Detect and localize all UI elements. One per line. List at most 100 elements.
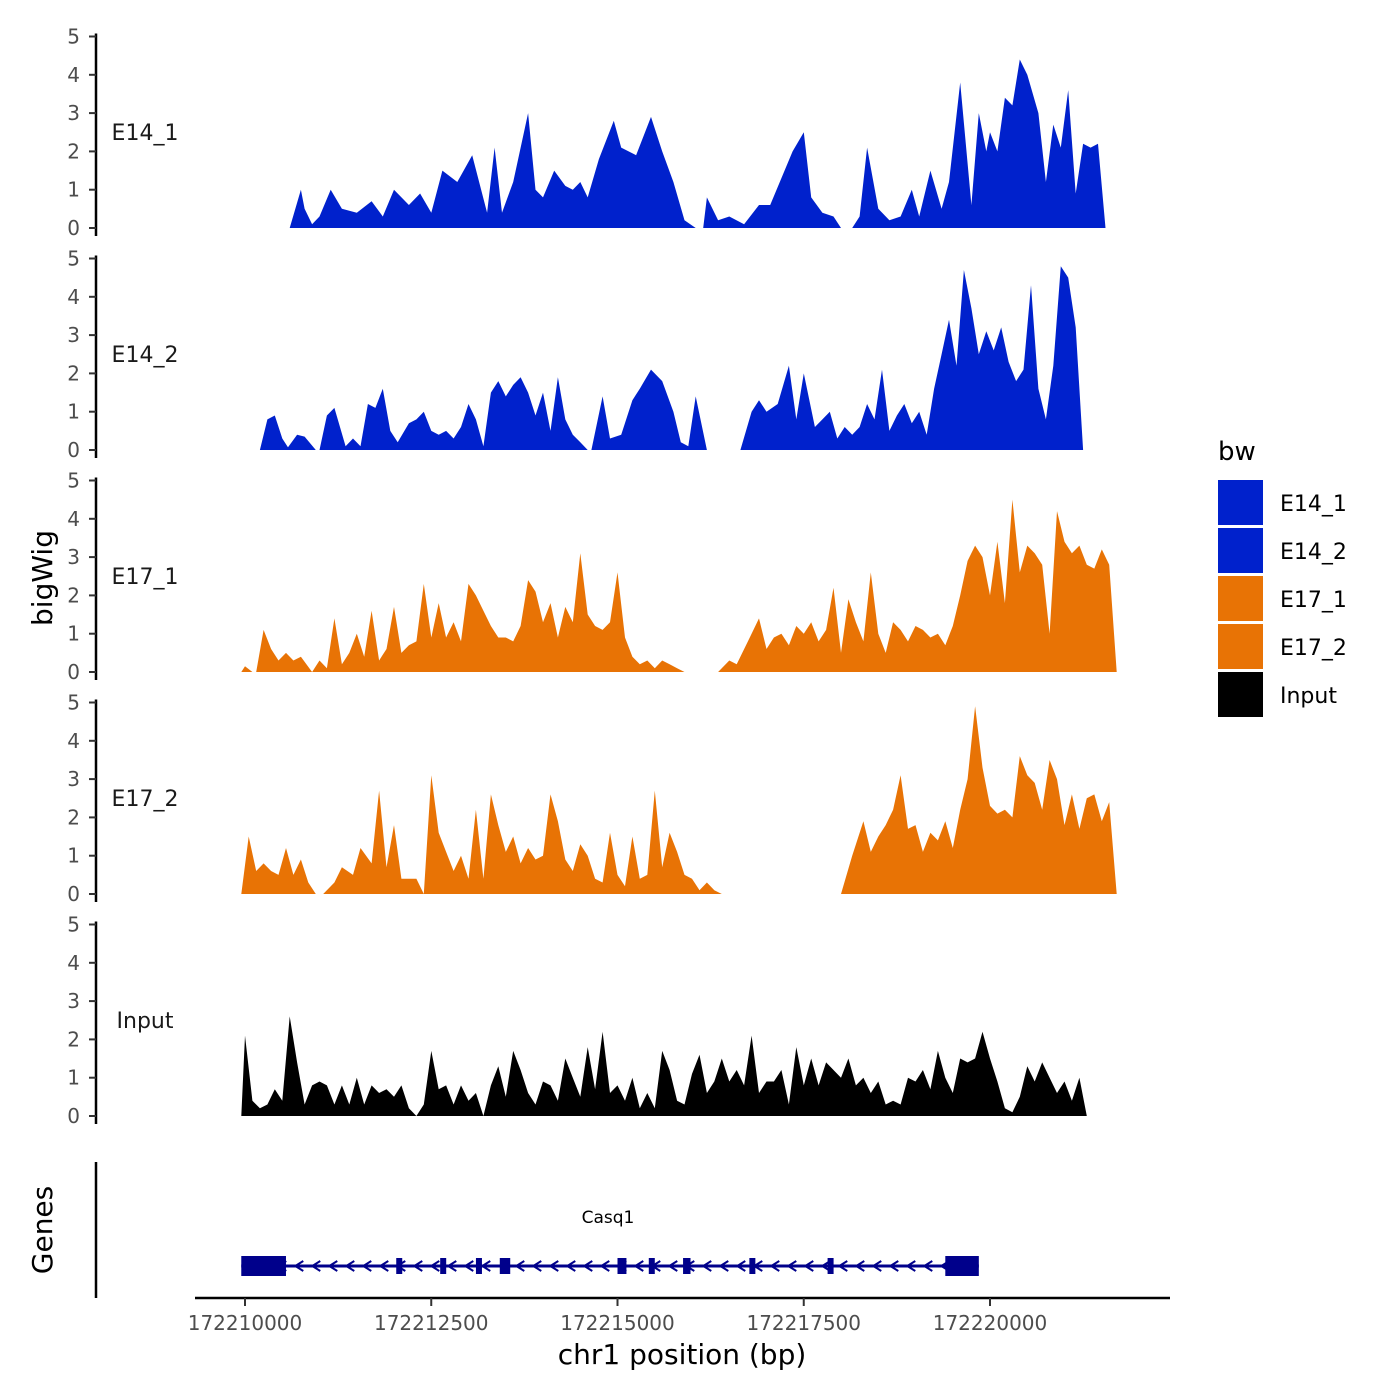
track-e14-1: 0 1 2 3 4 5 E14_1 — [67, 25, 1106, 240]
strand-arrow — [344, 1260, 355, 1272]
legend-items: E14_1 E14_2 E17_1 E17_2 Input — [1218, 480, 1347, 717]
track-e14-2: 0 1 2 3 4 5 E14_2 — [67, 247, 1084, 462]
y-tick-label: 5 — [67, 691, 80, 715]
strand-arrow — [735, 1260, 746, 1272]
y-axis-title: bigWig — [26, 530, 59, 626]
legend-label: E14_1 — [1280, 492, 1347, 517]
coverage-area-segment — [841, 706, 1117, 894]
strand-arrow — [786, 1260, 797, 1272]
coverage-area-segment — [241, 836, 320, 894]
legend-swatch — [1218, 624, 1263, 669]
genes-axis-title: Genes — [26, 1186, 59, 1274]
y-tick-label: 2 — [67, 139, 80, 163]
coverage-area-segment — [852, 59, 1106, 228]
strand-arrow — [803, 1260, 814, 1272]
strand-arrow — [667, 1260, 678, 1272]
gene-exon — [683, 1258, 691, 1274]
gene-exon — [499, 1258, 511, 1274]
track-input: 0 1 2 3 4 5 Input — [67, 913, 1087, 1128]
track-e17-1: 0 1 2 3 4 5 E17_1 — [67, 469, 1117, 684]
coverage-area-segment — [241, 1016, 1087, 1116]
x-tick-label: 172212500 — [374, 1311, 489, 1335]
gene-exon — [396, 1258, 403, 1274]
coverage-area-segment — [259, 415, 290, 450]
y-tick-label: 0 — [67, 216, 80, 240]
strand-arrow — [480, 1260, 491, 1272]
legend: bw E14_1 E14_2 E17_1 E17_2 Input — [1218, 437, 1347, 717]
coverage-area-segment — [319, 377, 588, 450]
coverage-area-segment — [703, 132, 841, 228]
coverage-area-segment — [241, 666, 253, 672]
strand-arrow — [293, 1260, 304, 1272]
legend-label: Input — [1280, 684, 1337, 709]
strand-arrow — [446, 1260, 457, 1272]
strand-arrow — [871, 1260, 882, 1272]
y-tick-label: 5 — [67, 469, 80, 493]
strand-arrow — [922, 1260, 933, 1272]
gene-label: Casq1 — [582, 1208, 635, 1228]
gene-model — [241, 1256, 979, 1276]
coverage-area-segment — [256, 553, 692, 672]
y-tick-label: 4 — [67, 507, 80, 531]
strand-arrow — [514, 1260, 525, 1272]
y-tick-label: 5 — [67, 247, 80, 271]
y-tick-label: 4 — [67, 285, 80, 309]
y-tick-label: 1 — [67, 400, 80, 424]
y-tick-label: 0 — [67, 438, 80, 462]
legend-swatch — [1218, 576, 1263, 621]
coverage-area-segment — [323, 775, 730, 894]
y-tick-label: 2 — [67, 583, 80, 607]
strand-arrow — [463, 1260, 474, 1272]
coverage-area-segment — [289, 113, 696, 228]
strand-arrow — [361, 1260, 372, 1272]
y-tick-label: 3 — [67, 323, 80, 347]
strand-arrow — [327, 1260, 338, 1272]
y-tick-label: 1 — [67, 178, 80, 202]
coverage-area-segment — [740, 266, 1084, 450]
y-tick-label: 4 — [67, 63, 80, 87]
strand-arrow — [837, 1260, 848, 1272]
gene-exon — [648, 1258, 655, 1274]
y-tick-label: 1 — [67, 1066, 80, 1090]
y-tick-label: 0 — [67, 1104, 80, 1128]
x-tick-label: 172215000 — [560, 1311, 675, 1335]
y-tick-label: 4 — [67, 951, 80, 975]
strand-arrow — [378, 1260, 389, 1272]
strand-arrow — [531, 1260, 542, 1272]
y-tick-label: 1 — [67, 844, 80, 868]
strand-arrow — [429, 1260, 440, 1272]
track-label: E17_2 — [112, 787, 179, 812]
strand-arrow — [888, 1260, 899, 1272]
y-tick-label: 3 — [67, 989, 80, 1013]
x-tick-label: 172217500 — [746, 1311, 861, 1335]
track-panels: 0 1 2 3 4 5 E14_1 0 1 2 3 4 5 E14_2 0 1 2 3 4 5 E17_1 0 1 2 3 4 5 E… — [67, 25, 1117, 1128]
x-tick-label: 172220000 — [933, 1311, 1048, 1335]
track-e17-2: 0 1 2 3 4 5 E17_2 — [67, 691, 1117, 906]
y-tick-label: 2 — [67, 805, 80, 829]
legend-swatch — [1218, 672, 1263, 717]
legend-swatch — [1218, 528, 1263, 573]
gene-exon — [440, 1258, 447, 1274]
gene-exon — [827, 1258, 834, 1274]
y-tick-label: 0 — [67, 660, 80, 684]
y-tick-label: 2 — [67, 1027, 80, 1051]
legend-label: E17_1 — [1280, 588, 1347, 613]
x-axis: 172210000 172212500 172215000 172217500 1722… — [188, 1296, 1170, 1371]
legend-title: bw — [1218, 437, 1256, 467]
strand-arrow — [769, 1260, 780, 1272]
coverage-area-segment — [718, 499, 1117, 672]
strand-arrow — [412, 1260, 423, 1272]
strand-arrow — [582, 1260, 593, 1272]
gene-exon — [749, 1258, 756, 1274]
y-tick-label: 5 — [67, 913, 80, 937]
track-label: E14_2 — [112, 343, 179, 368]
track-label: E14_1 — [112, 121, 179, 146]
y-tick-label: 3 — [67, 545, 80, 569]
gene-exon — [617, 1258, 627, 1274]
x-axis-title: chr1 position (bp) — [558, 1338, 807, 1371]
genes-panel: Genes Casq1 — [26, 1162, 979, 1298]
coverage-area-segment — [286, 434, 316, 450]
y-tick-label: 5 — [67, 25, 80, 49]
strand-arrow — [701, 1260, 712, 1272]
